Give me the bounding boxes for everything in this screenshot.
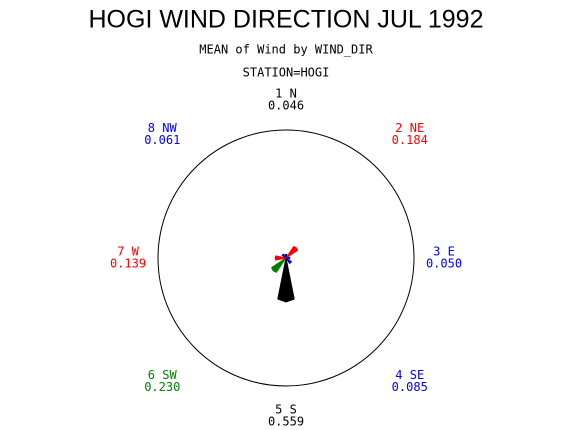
value-label: 0.085 xyxy=(392,380,428,394)
value-label: 0.230 xyxy=(144,380,180,394)
group-label: STATION=HOGI xyxy=(243,66,330,80)
wedge xyxy=(277,257,295,303)
category-label: 2 NE xyxy=(395,121,424,135)
value-label: 0.184 xyxy=(392,133,428,147)
value-label: 0.050 xyxy=(426,257,462,271)
wedge xyxy=(271,257,287,273)
category-label: 8 NW xyxy=(148,121,178,135)
value-label: 0.559 xyxy=(268,415,304,429)
wedge xyxy=(285,256,291,260)
value-label: 0.046 xyxy=(268,99,304,113)
wedge xyxy=(285,245,299,259)
chart-title: HOGI WIND DIRECTION JUL 1992 xyxy=(89,6,484,34)
value-label: 0.061 xyxy=(144,133,180,147)
category-label: 3 E xyxy=(433,245,455,259)
wedge xyxy=(284,253,288,259)
chart-subtitle: MEAN of Wind by WIND_DIR xyxy=(199,43,373,57)
wedge xyxy=(274,255,287,261)
outline-circle xyxy=(157,129,415,387)
wedge xyxy=(281,253,287,259)
wedge xyxy=(285,257,292,264)
category-label: 1 N xyxy=(275,87,297,101)
category-label: 7 W xyxy=(117,245,139,259)
category-label: 5 S xyxy=(275,403,297,417)
category-label: 4 SE xyxy=(395,368,424,382)
value-label: 0.139 xyxy=(110,257,146,271)
category-label: 6 SW xyxy=(148,368,178,382)
